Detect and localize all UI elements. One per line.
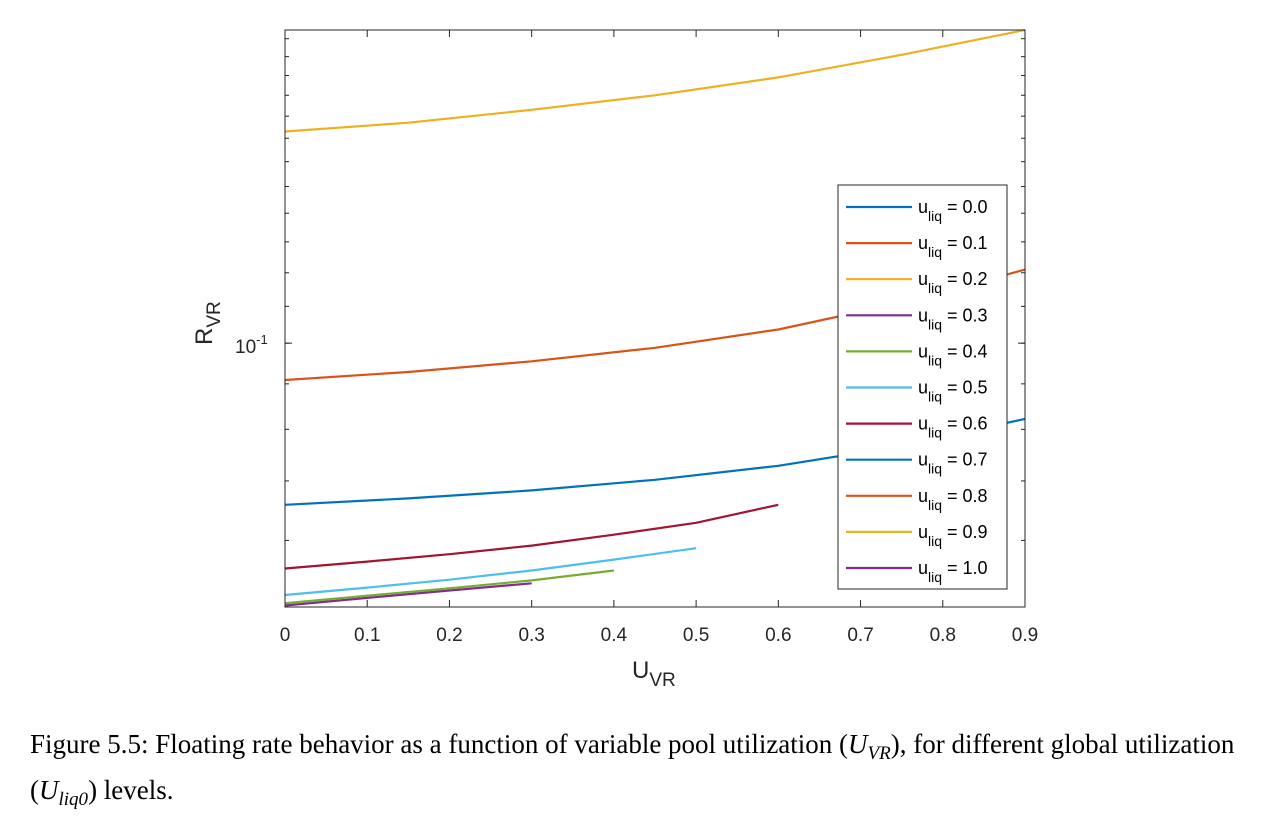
legend-entry-label: uliq = 0.7 [918, 450, 988, 477]
legend-entry-label: uliq = 0.9 [918, 522, 988, 549]
x-tick-label: 0.9 [1012, 625, 1038, 646]
x-tick-label: 0.1 [354, 625, 380, 646]
x-tick-label: 0.8 [930, 625, 956, 646]
series-line [284, 569, 615, 605]
series-line [284, 503, 779, 570]
legend-items: uliq = 0.0 uliq = 0.1 uliq = 0.2 uliq = 0.3… [846, 197, 988, 585]
x-tick-label: 0.5 [683, 625, 709, 646]
y-axis-label: RVR [191, 301, 225, 345]
series-line [284, 582, 532, 607]
legend-entry-label: uliq = 0.1 [918, 233, 988, 260]
x-tick-label: 0.7 [847, 625, 873, 646]
x-tick-label: 0.3 [518, 625, 544, 646]
legend-entry-label: uliq = 0.8 [918, 486, 988, 513]
legend: uliq = 0.0 uliq = 0.1 uliq = 0.2 uliq = 0.3… [837, 184, 1008, 590]
x-axis-label: UVR [632, 657, 676, 691]
x-tick-label: 0.2 [436, 625, 462, 646]
caption-part3: ) levels. [88, 775, 174, 805]
legend-entry-label: uliq = 1.0 [918, 558, 988, 585]
caption-part1: Figure 5.5: Floating rate behavior as a … [30, 729, 849, 759]
legend-entry-label: uliq = 0.3 [918, 305, 988, 332]
plot-area-frame [284, 29, 1026, 608]
caption-symbol-u-liq0: Uliq0 [39, 775, 89, 810]
x-tick-label: 0.6 [765, 625, 791, 646]
series-line [284, 547, 697, 597]
caption-symbol-u-vr: UVR [848, 729, 891, 764]
figure-caption: Figure 5.5: Floating rate behavior as a … [30, 726, 1250, 818]
legend-entry-label: uliq = 0.0 [918, 197, 988, 224]
caption-part2: ), for different global utilization ( [30, 729, 1235, 805]
legend-entry-label: uliq = 0.6 [918, 414, 988, 441]
x-tick-label: 0 [280, 625, 291, 646]
x-tick-label: 0.4 [601, 625, 628, 646]
legend-entry-label: uliq = 0.2 [918, 269, 988, 296]
legend-entry-label: uliq = 0.5 [918, 378, 988, 405]
legend-entry-label: uliq = 0.4 [918, 341, 988, 368]
y-tick-label: 10-1 [235, 332, 268, 358]
line-chart: 0 0.1 0.2 0.3 0.4 0.5 0.6 0.7 0.8 0.9 10-1 UVR RVR… [191, 28, 1038, 691]
series-line [284, 28, 1026, 133]
tick-layer: 0 0.1 0.2 0.3 0.4 0.5 0.6 0.7 0.8 0.9 10-1 [235, 30, 1038, 646]
